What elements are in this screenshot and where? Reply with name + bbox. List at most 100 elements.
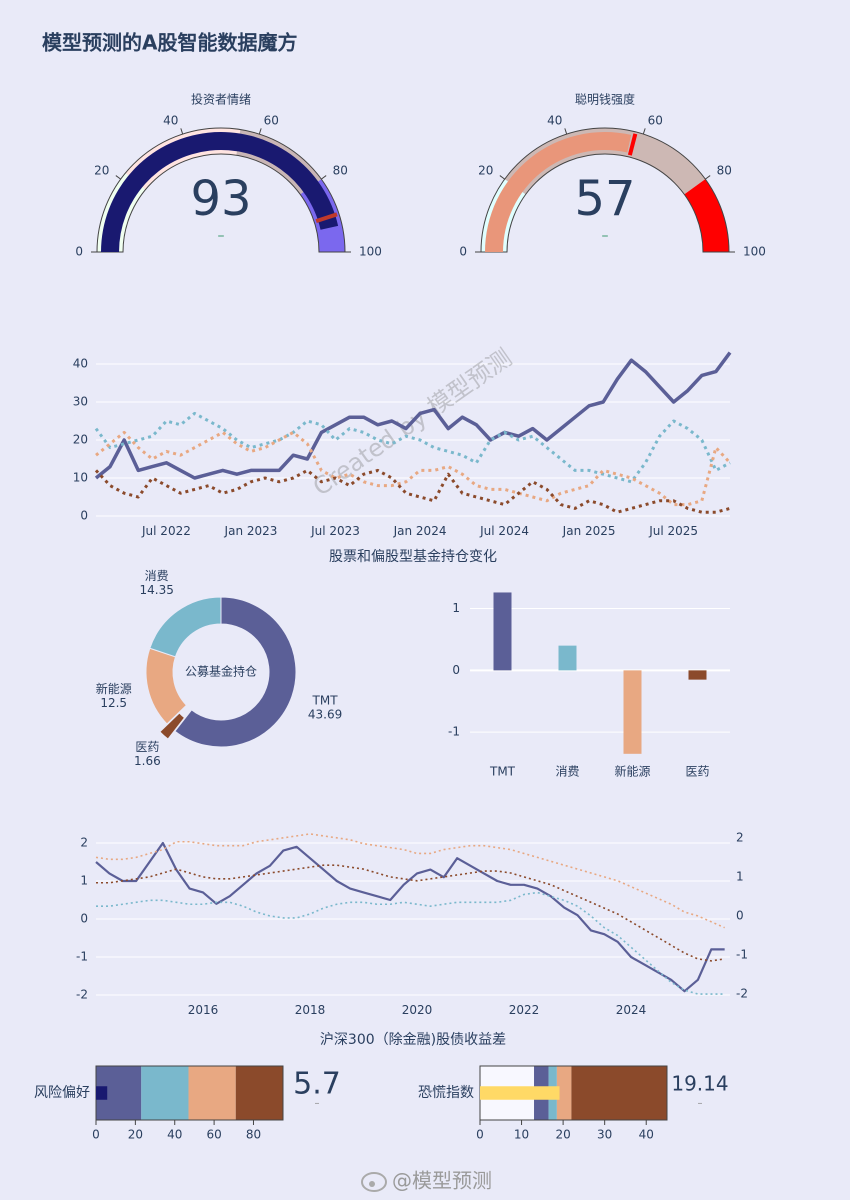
x-tick-label: Jul 2023 [310,524,360,538]
gauge-tick-label: 80 [333,163,348,177]
y-tick-label: 20 [73,433,88,447]
y-tick-label: 0 [452,663,460,677]
gauge-tick-label: 40 [163,113,178,127]
series-line [95,833,725,929]
x-tick-label: 20 [128,1128,143,1142]
x-tick-label: 0 [476,1128,484,1142]
y-tick-label: 0 [80,509,88,523]
pie-slice [174,596,297,748]
bar [688,670,707,680]
pie-label-name: 新能源 [96,681,132,696]
gauge-step [684,179,729,252]
footer-watermark: @模型预测 [392,1169,492,1193]
y2-tick-label: -1 [736,948,748,962]
gauge-threshold [627,133,638,156]
x-tick-label: 40 [639,1128,654,1142]
pie-label-name: 消费 [145,568,169,582]
gauge-outline [480,127,730,253]
bullet-value: 19.14 [671,1072,728,1096]
y-tick-label: 1 [80,874,88,888]
pie-label-value: 1.66 [134,753,161,767]
x-tick-label: TMT [489,765,516,779]
gauge-tick [564,128,568,135]
pie-label-value: 12.5 [100,696,127,710]
x-tick-label: 2022 [509,1003,540,1017]
y2-tick-label: -2 [736,987,748,1001]
x-tick-label: 40 [167,1128,182,1142]
x-tick-label: 0 [92,1128,100,1142]
gauge-value: 93 [190,171,251,227]
bullet-step [571,1066,667,1120]
pie-label-name: 医药 [135,739,159,753]
x-tick-label: Jul 2025 [648,524,698,538]
gauge-tick-label: 20 [478,163,493,177]
pie-slice [149,596,222,658]
x-tick-label: 30 [597,1128,612,1142]
x-tick-label: Jan 2023 [224,524,278,538]
pie-label-name: TMT [312,693,339,707]
y2-tick-label: 2 [736,830,744,844]
gauge-delta: – [218,228,225,244]
x-tick-label: 60 [206,1128,221,1142]
gauge-tick [115,175,121,180]
bullet-delta: – [315,1098,320,1109]
y-tick-label: 1 [452,601,460,615]
y-tick-label: 30 [73,395,88,409]
gauge-value: 57 [574,171,635,227]
x-tick-label: 2016 [188,1003,219,1017]
series-line [94,411,731,484]
gauge-tick-label: 100 [743,245,766,259]
pie-label-value: 14.35 [140,582,174,596]
icon-shape [369,1181,375,1187]
x-tick-label: 2018 [295,1003,326,1017]
bullet-bar [96,1086,108,1100]
bullet-bar [480,1086,560,1100]
y2-tick-label: 1 [736,869,744,883]
gauge-bar [485,132,632,252]
gauge-tick [258,128,262,135]
bar [623,670,642,754]
gauge-outline [96,127,346,253]
x-tick-label: 2020 [402,1003,433,1017]
gauge-threshold [315,212,338,224]
gauge-tick-label: 20 [94,163,109,177]
gauge-tick [705,175,711,180]
series-line [95,841,725,993]
gauge-tick [321,175,327,180]
gauge-tick-label: 40 [547,113,562,127]
x-tick-label: 2024 [616,1003,647,1017]
y-tick-label: 2 [80,836,88,850]
series-line [96,891,725,995]
pie-label: TMT 43.69 [308,693,342,721]
bullet-step [188,1066,236,1120]
bullet-value: 5.7 [293,1067,341,1102]
gauge-tick-label: 0 [459,245,467,259]
gauge-tick [180,128,184,135]
series-line [94,351,732,480]
bullet-title: 恐慌指数 [418,1085,474,1101]
bullet-delta: – [698,1098,703,1109]
gauge-tick-label: 80 [717,163,732,177]
y2-tick-label: 0 [736,908,744,922]
y-tick-label: 40 [73,357,88,371]
x-axis-title: 股票和偏股型基金持仓变化 [329,548,497,565]
gauge-tick [642,128,646,135]
x-tick-label: 新能源 [614,764,650,779]
y-tick-label: -1 [76,950,88,964]
bullet-step [141,1066,189,1120]
gauge-bar [101,131,339,252]
gauge-tick-label: 100 [359,245,382,259]
bullet-step [235,1066,283,1120]
gauge-title: 投资者情绪 [191,92,251,107]
bullet-step [556,1066,572,1120]
y-tick-label: -1 [448,725,460,739]
bar [493,592,512,671]
x-tick-label: 消费 [555,765,579,779]
gauge-tick-label: 0 [75,245,83,259]
weibo-icon [361,1172,387,1192]
bar [558,645,577,671]
x-tick-label: 10 [514,1128,529,1142]
x-axis-title: 沪深300（除金融)股债收益差 [320,1032,506,1048]
